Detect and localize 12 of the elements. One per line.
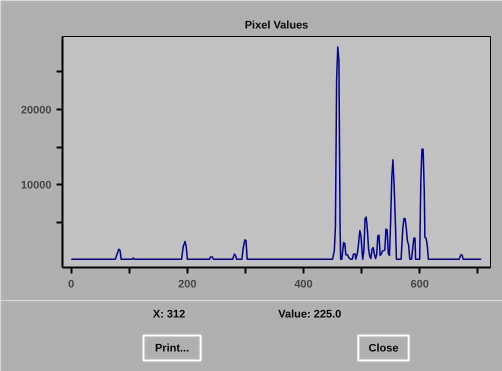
x-tick-label: 600 <box>410 278 429 290</box>
x-tick-label: 400 <box>294 278 313 290</box>
y-tick-label: 20000 <box>20 104 52 116</box>
y-tick-label: 10000 <box>20 180 52 192</box>
x-tick-label: 200 <box>178 278 197 290</box>
line-series <box>70 46 482 260</box>
x-tick-label: 0 <box>68 278 74 290</box>
text: Print... <box>154 342 190 354</box>
text: X: 312 <box>152 308 186 320</box>
text: Close <box>368 342 398 354</box>
text: Value: 225.0 <box>278 308 342 320</box>
chart-title: Pixel Values <box>244 20 308 32</box>
